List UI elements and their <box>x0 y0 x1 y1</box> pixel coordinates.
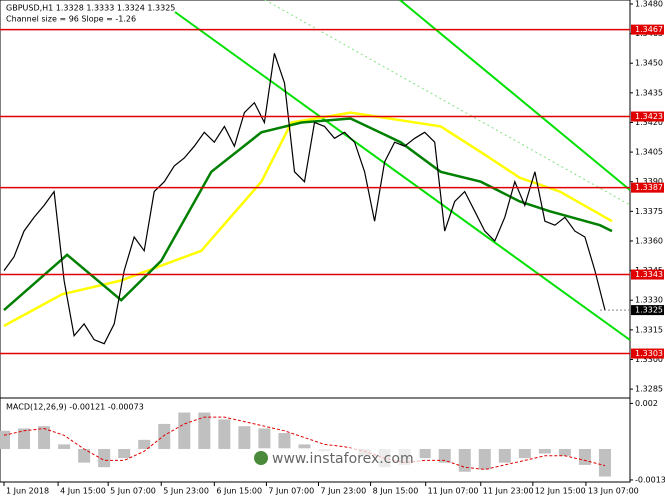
macd-bar <box>578 448 591 465</box>
watermark: www.instaforex.com <box>272 451 414 467</box>
level-label-box <box>631 182 664 193</box>
plot-frame <box>0 0 631 483</box>
x-tick-label: 7 Jun 07:00 <box>268 487 314 496</box>
macd-bar <box>518 448 531 459</box>
y-tick-label: 1.3480 <box>635 0 663 8</box>
price-line <box>3 53 606 345</box>
y-tick-label: 1.3315 <box>635 325 663 334</box>
y-tick-label: 1.3285 <box>635 385 663 394</box>
x-tick-label: 12 Jun 15:00 <box>535 487 586 496</box>
macd-bar <box>198 412 211 449</box>
macd-bar <box>598 448 611 477</box>
x-tick-label: 7 Jun 23:00 <box>321 487 367 496</box>
y-tick-label: 1.3330 <box>635 296 663 305</box>
level-label: 1.3423 <box>635 112 663 121</box>
y-tick-label: 1.3390 <box>635 177 663 186</box>
price-line <box>3 117 613 312</box>
x-tick-label: 6 Jun 15:00 <box>216 487 262 496</box>
channel-line <box>399 0 631 191</box>
macd-bar <box>278 433 291 449</box>
level-label-box <box>631 24 664 35</box>
watermark-logo <box>254 451 268 465</box>
x-tick-label: 5 Jun 23:00 <box>163 487 209 496</box>
x-tick-label: 11 Jun 23:00 <box>483 487 534 496</box>
chart-subtitle: Channel size = 96 Slope = -1.26 <box>6 15 136 24</box>
last-price-box <box>631 305 664 316</box>
x-tick-label: 13 Jun 07:00 <box>588 487 639 496</box>
macd-bar <box>138 439 151 449</box>
price-line <box>3 111 613 327</box>
macd-bar <box>158 423 171 449</box>
y-tick-label: 1.3435 <box>635 88 663 97</box>
level-label-box <box>631 269 664 280</box>
y-tick-label: 1.3300 <box>635 355 663 364</box>
y-tick-label: 1.3360 <box>635 236 663 245</box>
x-tick-label: 8 Jun 15:00 <box>373 487 419 496</box>
y-tick-label: 1.3375 <box>635 207 663 216</box>
level-label: 1.3467 <box>635 25 663 34</box>
macd-y-tick-label: -0.00136 <box>635 475 665 484</box>
x-tick-label: 11 Jun 07:00 <box>428 487 479 496</box>
macd-bar <box>498 448 511 463</box>
macd-bar <box>418 448 431 459</box>
macd-bar <box>38 426 51 449</box>
macd-title: MACD(12,26,9) -0.00121 -0.00073 <box>6 403 144 412</box>
level-label-box <box>631 348 664 359</box>
level-label: 1.3343 <box>635 270 663 279</box>
macd-bar <box>0 430 11 449</box>
macd-bar <box>178 412 191 449</box>
macd-bar <box>298 444 311 449</box>
macd-bar <box>458 448 471 472</box>
macd-bar <box>478 448 491 470</box>
macd-bar <box>438 448 451 463</box>
macd-bar <box>58 444 71 449</box>
channel-line <box>174 11 631 341</box>
level-label: 1.3303 <box>635 349 663 358</box>
watermark-bg <box>250 448 420 468</box>
marks <box>0 53 613 477</box>
macd-bar <box>118 448 131 459</box>
x-tick-label: 4 Jun 15:00 <box>60 487 106 496</box>
y-tick-label: 1.3450 <box>635 59 663 68</box>
macd-bar <box>18 428 31 449</box>
macd-bar <box>218 419 231 449</box>
y-tick-label: 1.3420 <box>635 118 663 127</box>
macd-bar <box>538 448 551 454</box>
x-tick-label: 1 Jun 2018 <box>6 487 49 496</box>
macd-y-tick-label: 0.002 <box>635 399 658 408</box>
level-label: 1.3387 <box>635 183 663 192</box>
macd-bar <box>558 448 571 456</box>
x-tick-label: 5 Jun 07:00 <box>110 487 156 496</box>
y-tick-label: 1.3405 <box>635 148 663 157</box>
macd-bar <box>238 426 251 449</box>
level-label-box <box>631 111 664 122</box>
macd-bar <box>98 448 111 468</box>
macd-bar <box>258 428 271 449</box>
chart-title: GBPUSD,H1 1.3328 1.3333 1.3324 1.3325 <box>6 4 175 13</box>
macd-bar <box>78 448 91 463</box>
last-price-label: 1.3325 <box>635 306 663 315</box>
